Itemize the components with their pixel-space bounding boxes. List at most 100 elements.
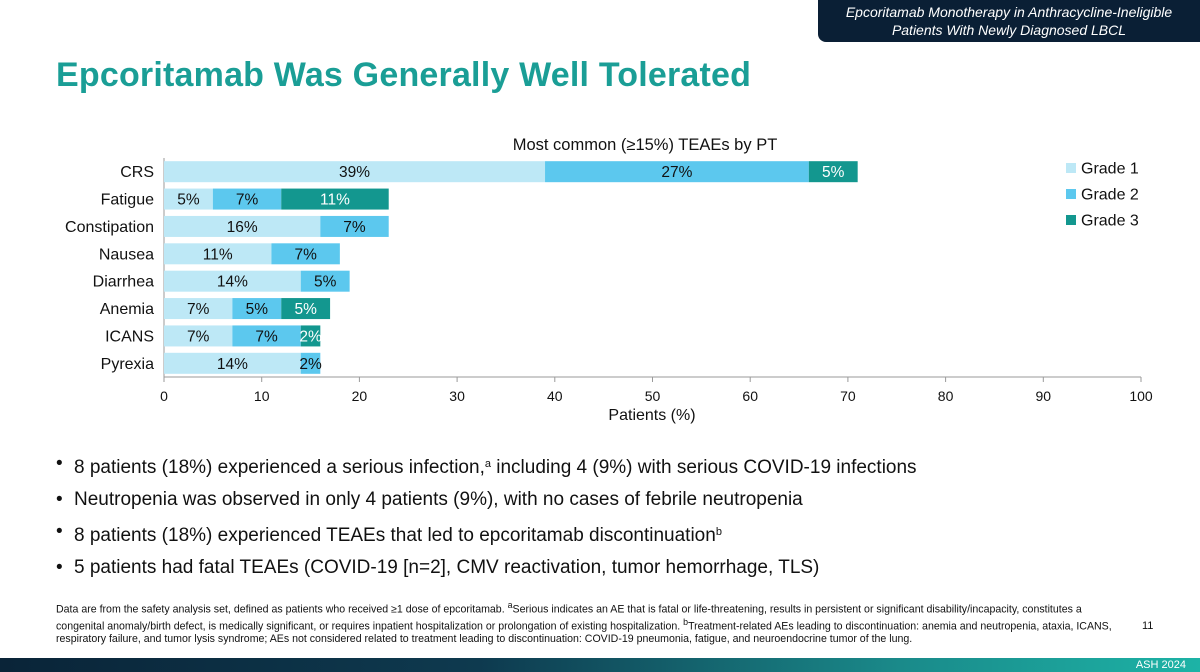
data-label: 5%: [314, 274, 337, 291]
bar-labels: 39% 27% 5% 5% 7% 11% 16% 7% 11% 7% 14% 5% 7% 5% 5% 7% 7%…: [177, 164, 844, 373]
data-label: 2%: [299, 328, 322, 345]
data-label: 5%: [294, 301, 317, 318]
bar-segment: [164, 298, 233, 320]
bar-segment: [271, 243, 340, 265]
category-label: Constipation: [65, 219, 154, 236]
x-tick-label: 80: [938, 388, 954, 404]
x-tick-label: 0: [160, 388, 168, 404]
legend-label: Grade 3: [1081, 213, 1139, 230]
data-label: 39%: [339, 164, 370, 181]
footer-bar: ASH 2024: [0, 658, 1200, 672]
x-tick-label: 70: [840, 388, 856, 404]
bars: [164, 161, 858, 374]
bar-segment: [164, 325, 233, 347]
footnote: Data are from the safety analysis set, d…: [56, 599, 1126, 646]
x-axis-title: Patients (%): [608, 407, 695, 424]
bar-segment: [232, 325, 301, 347]
data-label: 27%: [661, 164, 692, 181]
bar-segment: [300, 270, 350, 292]
footnote-text-2: Serious indicates an AE that is fatal or…: [56, 603, 1082, 633]
data-label: 7%: [343, 219, 366, 236]
category-labels: CRS Fatigue Constipation Nausea Diarrhea Anem…: [65, 164, 154, 373]
page-title: Epcoritamab Was Generally Well Tolerated: [56, 56, 752, 94]
data-label: 5%: [177, 192, 200, 209]
data-label: 14%: [217, 356, 248, 373]
bullet-text: 8 patients (18%) experienced TEAEs that …: [74, 525, 716, 546]
x-tick-label: 50: [645, 388, 661, 404]
legend-label: Grade 2: [1081, 187, 1139, 204]
bar-segment: [164, 188, 213, 210]
legend: Grade 1 Grade 2 Grade 3: [1066, 161, 1139, 230]
banner-line-2: Patients With Newly Diagnosed LBCL: [891, 22, 1127, 38]
bar-segment: [164, 243, 272, 265]
bullet-text: 8 patients (18%) experienced a serious i…: [74, 457, 485, 478]
legend-swatch: [1066, 163, 1076, 173]
bar-segment: [164, 215, 321, 237]
bar-segment: [300, 352, 321, 374]
data-label: 7%: [187, 301, 210, 318]
bar-segment: [320, 215, 389, 237]
teae-bar-chart: Most common (≥15%) TEAEs by PT 39% 27% 5% 5…: [65, 136, 1153, 424]
footnote-text-3: Treatment-related AEs leading to discont…: [56, 620, 1112, 646]
data-label: 2%: [299, 356, 322, 373]
data-label: 14%: [217, 274, 248, 291]
data-label: 7%: [294, 246, 317, 263]
category-label: Nausea: [99, 246, 154, 263]
key-findings-list: • 8 patients (18%) experienced a serious …: [56, 448, 1156, 584]
legend-label: Grade 1: [1081, 161, 1139, 178]
data-label: 7%: [236, 192, 259, 209]
bullet-item: • Neutropenia was observed in only 4 pati…: [56, 484, 1156, 516]
data-label: 16%: [227, 219, 258, 236]
bullet-dot: •: [56, 489, 63, 510]
category-label: Diarrhea: [93, 274, 154, 291]
bullet-dot: •: [56, 557, 63, 578]
category-label: Pyrexia: [101, 356, 154, 373]
bullet-item: • 8 patients (18%) experienced a serious …: [56, 448, 1156, 484]
bullet-dot: •: [56, 521, 63, 542]
legend-swatch: [1066, 215, 1076, 225]
bar-segment: [281, 298, 331, 320]
bullet-item: • 8 patients (18%) experienced TEAEs that…: [56, 516, 1156, 552]
bullet-item: • 5 patients had fatal TEAEs (COVID-19 [n…: [56, 552, 1156, 584]
bar-segment: [281, 188, 389, 210]
x-tick-label: 90: [1036, 388, 1052, 404]
x-tick-label: 40: [547, 388, 563, 404]
category-label: Anemia: [100, 301, 154, 318]
bar-segment: [212, 188, 282, 210]
bullet-footnote-ref: b: [715, 526, 722, 538]
x-tick-label: 100: [1129, 388, 1153, 404]
legend-swatch: [1066, 189, 1076, 199]
bullet-footnote-ref: a: [484, 458, 491, 470]
x-tick-label: 60: [742, 388, 758, 404]
header-banner: Epcoritamab Monotherapy in Anthracycline…: [818, 0, 1200, 42]
x-axis: 0 10 20 30 40 50 60 70 80 90 100: [160, 376, 1153, 404]
footnote-sup-a: a: [507, 600, 513, 610]
data-label: 11%: [203, 246, 233, 263]
bullet-text: Neutropenia was observed in only 4 patie…: [74, 489, 803, 510]
footnote-sup-b: b: [683, 617, 689, 628]
bar-segment: [164, 270, 301, 292]
data-label: 7%: [255, 328, 278, 345]
page-number: 11: [1142, 620, 1154, 632]
chart-title: Most common (≥15%) TEAEs by PT: [513, 136, 778, 154]
category-label: CRS: [120, 164, 154, 181]
category-label: Fatigue: [101, 192, 154, 209]
banner-line-1: Epcoritamab Monotherapy in Anthracycline…: [845, 4, 1173, 20]
bar-segment: [164, 352, 301, 374]
x-tick-label: 30: [449, 388, 465, 404]
footnote-text-1: Data are from the safety analysis set, d…: [56, 603, 508, 616]
bar-segment: [808, 161, 858, 183]
bullet-text-continued: including 4 (9%) with serious COVID-19 i…: [490, 457, 917, 478]
data-label: 11%: [320, 192, 350, 209]
data-label: 5%: [822, 164, 845, 181]
conference-label: ASH 2024: [1135, 659, 1186, 671]
bar-segment: [164, 161, 546, 183]
bullet-dot: •: [56, 453, 63, 474]
bar-segment: [300, 325, 321, 347]
bullet-text: 5 patients had fatal TEAEs (COVID-19 [n=…: [74, 557, 820, 578]
x-tick-label: 10: [254, 388, 270, 404]
data-label: 5%: [246, 301, 269, 318]
bar-segment: [232, 298, 282, 320]
bar-segment: [545, 161, 809, 183]
data-label: 7%: [187, 328, 210, 345]
